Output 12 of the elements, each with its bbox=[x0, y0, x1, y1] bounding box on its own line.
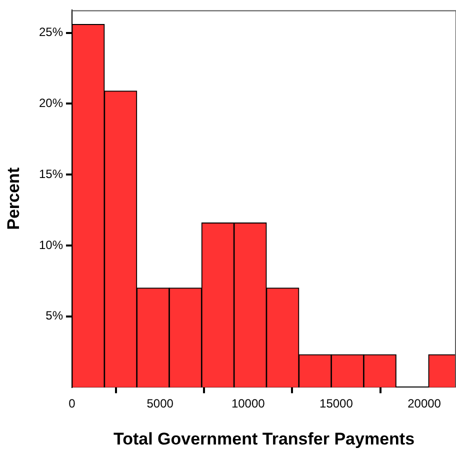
y-axis-title: Percent bbox=[4, 167, 23, 230]
x-axis-title: Total Government Transfer Payments bbox=[113, 429, 415, 448]
y-tick-label: 5% bbox=[46, 308, 64, 323]
x-tick-label: 5000 bbox=[146, 396, 174, 411]
x-tick-label: 15000 bbox=[320, 396, 354, 411]
y-tick-label: 15% bbox=[38, 166, 64, 181]
x-tick-label: 20000 bbox=[408, 396, 442, 411]
y-tick-label: 25% bbox=[38, 25, 64, 40]
x-tick-label: 0 bbox=[68, 396, 76, 411]
x-tick-label: 10000 bbox=[231, 396, 266, 411]
y-tick-label: 10% bbox=[38, 238, 64, 252]
y-tick-label: 20% bbox=[38, 96, 64, 110]
